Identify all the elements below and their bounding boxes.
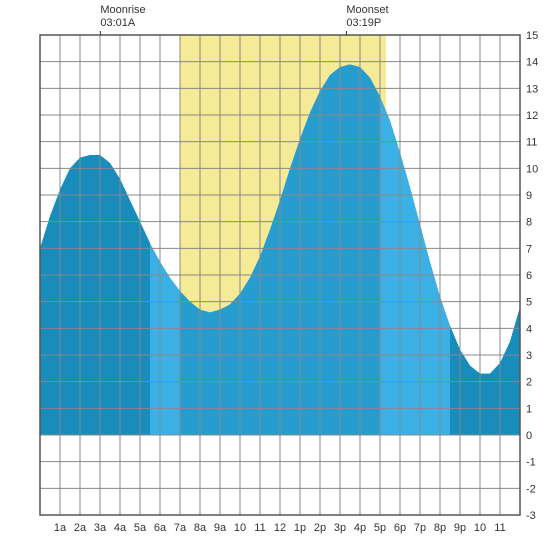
moon-event-time-0: 03:01A <box>100 17 136 29</box>
x-tick-label: 6p <box>394 522 406 534</box>
chart-svg: -3-2-101234567891011121314151a2a3a4a5a6a… <box>0 0 550 550</box>
x-tick-label: 1a <box>54 522 67 534</box>
y-tick-label: 10 <box>526 163 538 175</box>
x-tick-label: 9p <box>454 522 466 534</box>
y-tick-label: 9 <box>526 190 532 202</box>
y-tick-label: 11 <box>526 137 537 149</box>
x-tick-label: 10 <box>474 522 486 534</box>
x-tick-label: 12 <box>274 522 286 534</box>
y-tick-label: 3 <box>526 350 532 362</box>
x-tick-label: 3a <box>94 522 107 534</box>
x-tick-label: 11 <box>254 522 265 534</box>
x-tick-label: 8a <box>194 522 207 534</box>
x-tick-label: 10 <box>234 522 246 534</box>
y-tick-label: 5 <box>526 297 532 309</box>
x-tick-label: 4p <box>354 522 366 534</box>
y-tick-label: 4 <box>526 323 532 335</box>
x-tick-label: 8p <box>434 522 446 534</box>
y-tick-label: 14 <box>526 57 538 69</box>
y-tick-label: 15 <box>526 30 538 42</box>
y-tick-label: 7 <box>526 243 532 255</box>
x-tick-label: 1p <box>294 522 306 534</box>
y-tick-label: 1 <box>526 403 532 415</box>
x-tick-label: 9a <box>214 522 227 534</box>
y-tick-label: -3 <box>526 510 536 522</box>
y-tick-label: -1 <box>526 457 536 469</box>
x-tick-label: 3p <box>334 522 346 534</box>
y-tick-label: 12 <box>526 110 538 122</box>
x-tick-label: 6a <box>154 522 167 534</box>
moon-event-label-1: Moonset <box>346 4 388 16</box>
x-tick-label: 5p <box>374 522 386 534</box>
x-tick-label: 11 <box>494 522 505 534</box>
x-tick-label: 7a <box>174 522 187 534</box>
x-tick-label: 2p <box>314 522 326 534</box>
x-tick-label: 5a <box>134 522 147 534</box>
x-tick-label: 2a <box>74 522 87 534</box>
tide-chart: -3-2-101234567891011121314151a2a3a4a5a6a… <box>0 0 550 550</box>
y-tick-label: 2 <box>526 377 532 389</box>
y-tick-label: 8 <box>526 217 532 229</box>
x-tick-label: 7p <box>414 522 426 534</box>
y-tick-label: 6 <box>526 270 532 282</box>
y-tick-label: 13 <box>526 83 538 95</box>
y-tick-label: -2 <box>526 483 536 495</box>
moon-event-label-0: Moonrise <box>100 4 145 16</box>
moon-event-time-1: 03:19P <box>346 17 381 29</box>
y-tick-label: 0 <box>526 430 532 442</box>
x-tick-label: 4a <box>114 522 127 534</box>
